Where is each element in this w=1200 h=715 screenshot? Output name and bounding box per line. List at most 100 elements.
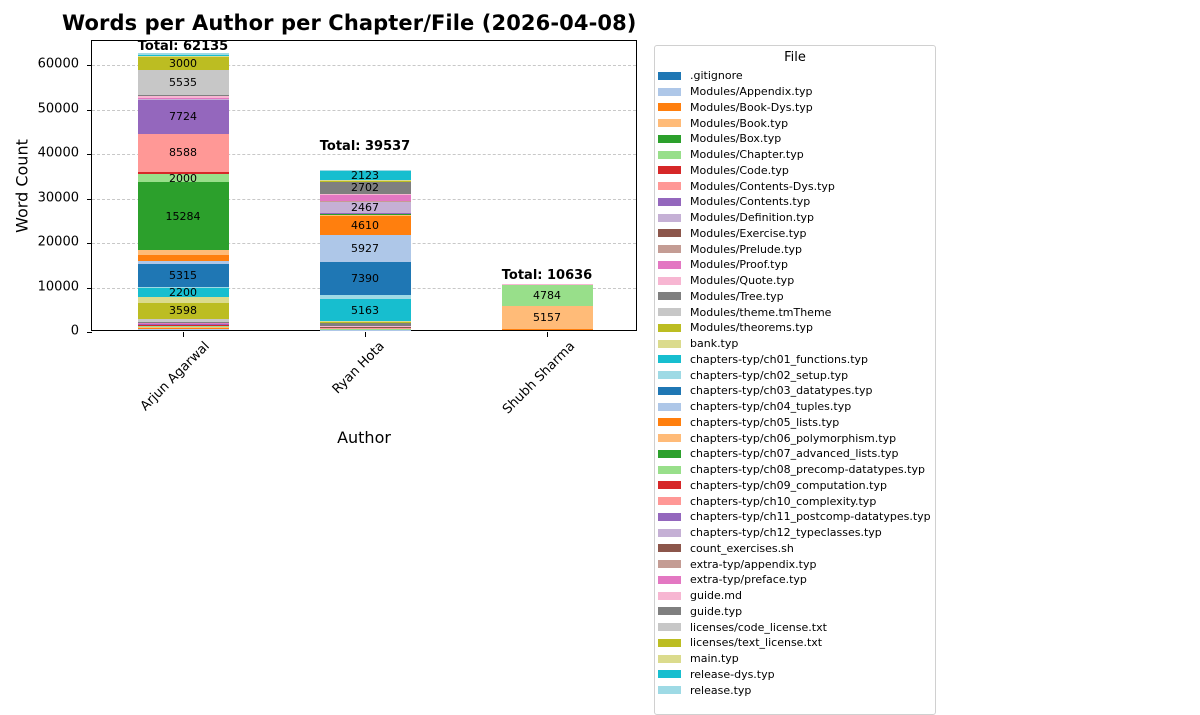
legend-label: chapters-typ/ch12_typeclasses.typ (690, 526, 882, 539)
bar-segment: 2702 (320, 182, 411, 194)
legend-item: Modules/Definition.typ (658, 210, 814, 226)
legend-swatch (658, 513, 681, 521)
bar-segment: 15284 (138, 182, 229, 250)
legend-swatch (658, 308, 681, 316)
bar-segment (138, 328, 229, 329)
legend-item: Modules/Book-Dys.typ (658, 100, 813, 116)
y-tick-label: 50000 (19, 101, 79, 116)
chart-title: Words per Author per Chapter/File (2026-… (62, 11, 637, 35)
legend-label: Modules/Book-Dys.typ (690, 101, 813, 114)
bar-segment: 2123 (320, 170, 411, 179)
legend-swatch (658, 686, 681, 694)
legend-swatch (658, 481, 681, 489)
legend-label: Modules/Quote.typ (690, 274, 794, 287)
legend-label: chapters-typ/ch10_complexity.typ (690, 495, 876, 508)
legend-item: Modules/Exercise.typ (658, 226, 807, 242)
legend-label: Modules/Tree.typ (690, 290, 784, 303)
legend-swatch (658, 214, 681, 222)
legend-title: File (655, 50, 935, 68)
legend-label: bank.typ (690, 337, 738, 350)
legend-swatch (658, 607, 681, 615)
legend-label: count_exercises.sh (690, 542, 794, 555)
bar-segment (138, 327, 229, 328)
segment-value-label: 3598 (169, 304, 197, 317)
legend-swatch (658, 497, 681, 505)
legend-swatch (658, 670, 681, 678)
legend-swatch (658, 418, 681, 426)
bar-segment: 3598 (138, 303, 229, 319)
bar-segment (320, 295, 411, 299)
y-tick-mark (87, 243, 92, 244)
legend-swatch (658, 355, 681, 363)
legend-item: chapters-typ/ch11_postcomp-datatypes.typ (658, 509, 931, 525)
legend-label: chapters-typ/ch03_datatypes.typ (690, 384, 872, 397)
legend-label: chapters-typ/ch08_precomp-datatypes.typ (690, 463, 925, 476)
legend-item: Modules/Appendix.typ (658, 84, 813, 100)
legend-item: main.typ (658, 651, 739, 667)
segment-value-label: 4784 (533, 289, 561, 302)
legend-label: Modules/Box.typ (690, 132, 781, 145)
segment-value-label: 5163 (351, 304, 379, 317)
bar-segment (138, 55, 229, 57)
segment-value-label: 15284 (166, 210, 201, 223)
y-tick-label: 40000 (19, 146, 79, 161)
legend-item: chapters-typ/ch04_tuples.typ (658, 399, 851, 415)
legend-label: chapters-typ/ch11_postcomp-datatypes.typ (690, 510, 931, 523)
legend-item: Modules/theme.tmTheme (658, 304, 831, 320)
bar-segment (502, 329, 593, 330)
legend-swatch (658, 103, 681, 111)
bar-segment: 4610 (320, 215, 411, 235)
y-tick-label: 0 (19, 324, 79, 339)
segment-value-label: 2123 (351, 169, 379, 182)
segment-value-label: 5315 (169, 269, 197, 282)
legend-swatch (658, 529, 681, 537)
bar-total-label: Total: 39537 (320, 139, 410, 154)
bar-segment: 5163 (320, 299, 411, 322)
legend-swatch (658, 544, 681, 552)
y-tick-label: 10000 (19, 279, 79, 294)
legend-label: Modules/Contents.typ (690, 195, 810, 208)
legend-swatch (658, 324, 681, 332)
legend-swatch (658, 576, 681, 584)
legend-item: Modules/theorems.typ (658, 320, 813, 336)
legend-swatch (658, 229, 681, 237)
legend-item: chapters-typ/ch01_functions.typ (658, 352, 868, 368)
legend-label: release-dys.typ (690, 668, 775, 681)
y-tick-mark (87, 110, 92, 111)
bar-segment (138, 324, 229, 325)
legend-label: Modules/Code.typ (690, 164, 789, 177)
legend-item: chapters-typ/ch12_typeclasses.typ (658, 525, 882, 541)
legend-label: Modules/Book.typ (690, 117, 788, 130)
legend-item: release-dys.typ (658, 667, 775, 683)
legend-swatch (658, 135, 681, 143)
legend-swatch (658, 340, 681, 348)
legend-label: main.typ (690, 652, 739, 665)
legend-swatch (658, 277, 681, 285)
segment-value-label: 5927 (351, 242, 379, 255)
legend-label: licenses/text_license.txt (690, 636, 822, 649)
legend-item: chapters-typ/ch02_setup.typ (658, 367, 848, 383)
legend-label: release.typ (690, 684, 751, 697)
legend-swatch (658, 198, 681, 206)
legend-label: Modules/Proof.typ (690, 258, 788, 271)
legend-item: chapters-typ/ch05_lists.typ (658, 415, 839, 431)
segment-value-label: 5157 (533, 311, 561, 324)
legend-item: Modules/Code.typ (658, 163, 789, 179)
legend-swatch (658, 403, 681, 411)
legend-label: Modules/Definition.typ (690, 211, 814, 224)
legend-item: Modules/Tree.typ (658, 289, 784, 305)
y-tick-label: 60000 (19, 57, 79, 72)
legend-label: licenses/code_license.txt (690, 621, 827, 634)
legend-item: chapters-typ/ch03_datatypes.typ (658, 383, 872, 399)
bar-segment: 5315 (138, 264, 229, 288)
legend-label: guide.md (690, 589, 742, 602)
legend-item: chapters-typ/ch07_advanced_lists.typ (658, 446, 899, 462)
segment-value-label: 2467 (351, 201, 379, 214)
legend-label: Modules/theorems.typ (690, 321, 813, 334)
y-tick-label: 20000 (19, 235, 79, 250)
legend-label: Modules/Appendix.typ (690, 85, 813, 98)
bar-segment (138, 172, 229, 174)
legend-item: guide.typ (658, 604, 742, 620)
legend-swatch (658, 88, 681, 96)
